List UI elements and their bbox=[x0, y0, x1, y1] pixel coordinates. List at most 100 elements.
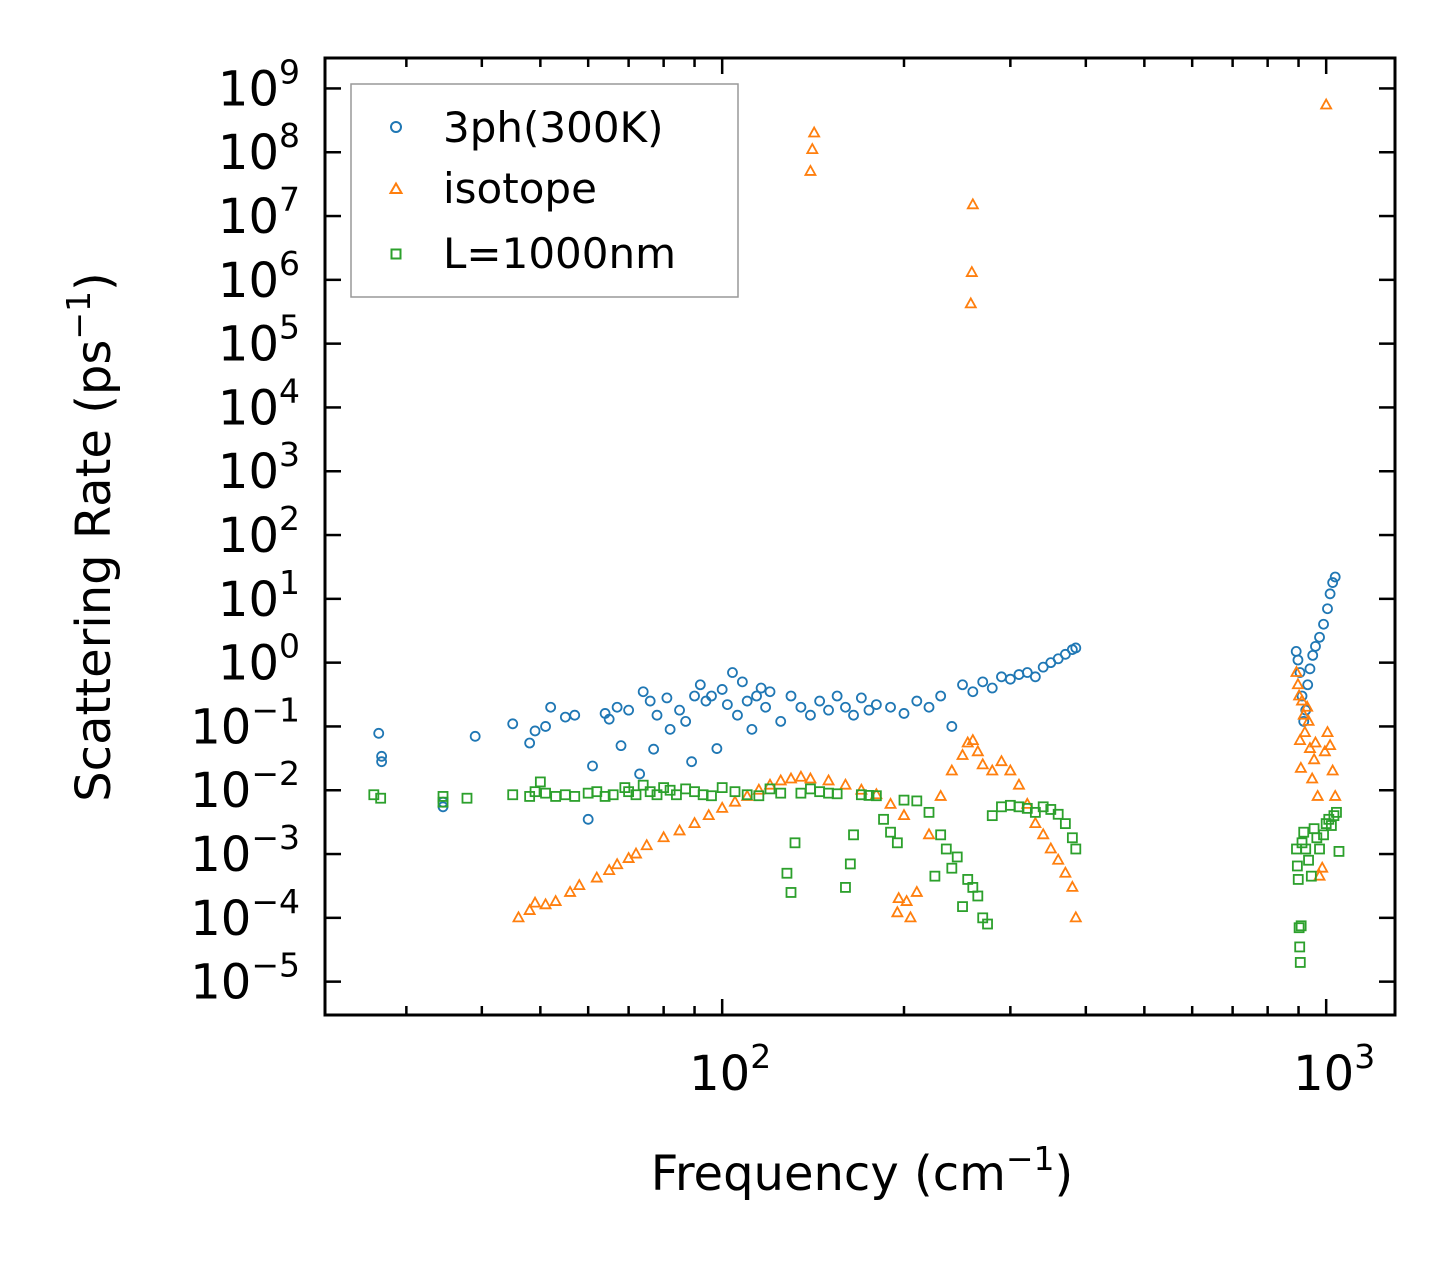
data-point-circle bbox=[569, 709, 581, 721]
data-point-square bbox=[885, 826, 896, 838]
data-point-square bbox=[805, 783, 816, 795]
data-point-square bbox=[870, 790, 882, 802]
data-point-square bbox=[1037, 801, 1049, 813]
data-point-circle bbox=[755, 682, 767, 694]
data-point-triangle bbox=[794, 769, 808, 782]
data-point-square bbox=[848, 829, 859, 841]
data-point-circle bbox=[795, 701, 807, 713]
data-point-circle bbox=[1327, 577, 1339, 588]
data-point-square bbox=[1333, 845, 1345, 857]
data-point-circle bbox=[1029, 671, 1041, 683]
data-point-circle bbox=[611, 701, 623, 713]
data-point-circle bbox=[751, 690, 762, 702]
data-point-square bbox=[637, 779, 649, 791]
data-point-circle bbox=[1322, 603, 1333, 615]
data-point-square bbox=[982, 918, 993, 930]
data-point-square bbox=[375, 792, 387, 804]
data-point-square bbox=[437, 796, 449, 808]
data-point-triangle bbox=[1307, 752, 1321, 765]
data-point-triangle bbox=[945, 763, 959, 776]
data-point-square bbox=[1318, 829, 1329, 841]
data-point-triangle bbox=[702, 808, 716, 821]
data-point-triangle bbox=[1294, 761, 1308, 773]
data-point-square bbox=[814, 786, 826, 798]
data-point-circle bbox=[1070, 642, 1082, 654]
data-point-triangle bbox=[1305, 771, 1319, 784]
data-point-circle bbox=[1290, 646, 1302, 657]
legend: 3ph(300K) isotope L=1000nm bbox=[350, 83, 739, 298]
data-point-square bbox=[507, 789, 519, 801]
data-point-triangle bbox=[602, 863, 616, 876]
data-point-triangle bbox=[1044, 841, 1058, 854]
plot-frame bbox=[323, 56, 1397, 1017]
data-point-square bbox=[789, 837, 801, 849]
y-tick-label: 10−2 bbox=[190, 754, 300, 819]
data-point-circle bbox=[1294, 667, 1306, 678]
data-point-triangle bbox=[971, 744, 985, 757]
data-point-square bbox=[764, 783, 776, 795]
data-point-square bbox=[1052, 808, 1064, 820]
data-point-square bbox=[1311, 832, 1323, 844]
data-point-triangle bbox=[1300, 699, 1314, 712]
data-point-circle bbox=[814, 695, 826, 707]
data-point-square bbox=[775, 787, 787, 799]
data-point-square bbox=[844, 858, 856, 870]
data-point-circle bbox=[540, 721, 551, 732]
data-point-square bbox=[911, 795, 923, 807]
data-point-circle bbox=[700, 695, 712, 707]
data-point-circle bbox=[661, 692, 673, 704]
data-point-triangle bbox=[822, 773, 836, 786]
data-point-square bbox=[753, 790, 765, 802]
y-axis-label: Scattering Rate (ps−1) bbox=[59, 272, 122, 802]
data-point-circle bbox=[680, 715, 692, 727]
data-point-square bbox=[680, 783, 692, 795]
data-point-circle bbox=[870, 699, 882, 710]
data-point-circle bbox=[831, 690, 843, 702]
data-point-circle bbox=[1310, 640, 1321, 652]
y-tick-label: 102 bbox=[218, 499, 300, 564]
data-point-square bbox=[1305, 870, 1317, 882]
data-point-circle bbox=[587, 760, 598, 772]
data-point-square bbox=[689, 786, 700, 798]
data-point-square bbox=[781, 867, 793, 879]
data-point-circle bbox=[1318, 618, 1329, 630]
data-point-square bbox=[863, 790, 875, 801]
data-point-circle bbox=[1298, 715, 1310, 727]
x-tick-label: 102 bbox=[689, 1037, 771, 1102]
axis-ticks bbox=[325, 58, 1395, 1015]
y-tick-label: 104 bbox=[218, 371, 300, 436]
data-point-square bbox=[599, 791, 611, 802]
data-point-triangle bbox=[752, 782, 766, 795]
data-point-circle bbox=[732, 709, 743, 721]
data-point-circle bbox=[898, 708, 910, 719]
data-point-triangle bbox=[922, 827, 936, 840]
data-point-square bbox=[1295, 920, 1307, 932]
legend-box bbox=[350, 83, 739, 298]
y-tick-label: 107 bbox=[218, 180, 300, 245]
data-point-square bbox=[569, 791, 581, 802]
data-point-circle bbox=[1037, 661, 1049, 673]
data-point-triangle bbox=[572, 878, 586, 891]
data-point-circle bbox=[686, 756, 698, 768]
data-point-square bbox=[651, 789, 663, 801]
data-point-circle bbox=[373, 727, 385, 739]
data-point-square bbox=[1298, 826, 1310, 838]
data-point-circle bbox=[848, 709, 859, 721]
data-point-square bbox=[706, 790, 717, 802]
data-point-square bbox=[891, 837, 903, 849]
data-point-square bbox=[540, 787, 551, 799]
data-point-square bbox=[716, 782, 728, 793]
data-point-triangle bbox=[892, 891, 906, 904]
data-point-square bbox=[898, 794, 910, 806]
data-point-circle bbox=[582, 813, 594, 825]
data-point-square bbox=[1328, 810, 1340, 822]
data-point-circle bbox=[721, 699, 733, 710]
data-point-circle bbox=[529, 725, 541, 737]
data-point-triangle bbox=[1313, 868, 1327, 881]
data-point-circle bbox=[637, 686, 649, 698]
data-point-square bbox=[951, 851, 963, 863]
data-point-triangle bbox=[1065, 880, 1079, 892]
data-point-circle bbox=[935, 690, 947, 702]
data-point-triangle bbox=[934, 789, 948, 801]
data-point-circle bbox=[1302, 679, 1314, 691]
